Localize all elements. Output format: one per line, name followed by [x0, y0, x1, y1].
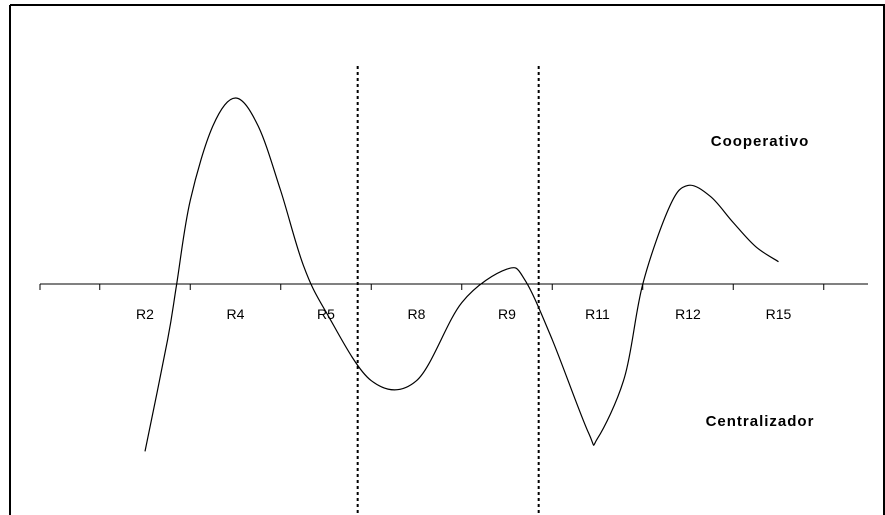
x-tick-label-r12: R12	[675, 306, 701, 322]
x-tick-label-r2: R2	[136, 306, 154, 322]
series-line-1	[144, 97, 779, 452]
x-tick-label-r5: R5	[317, 306, 335, 322]
x-tick-label-r11: R11	[585, 306, 610, 322]
annotation-upper: Cooperativo	[711, 133, 810, 150]
x-tick-label-r15: R15	[766, 306, 792, 322]
x-tick-label-r8: R8	[408, 306, 426, 322]
annotation-lower: Centralizador	[706, 413, 815, 430]
x-tick-label-r9: R9	[498, 306, 516, 322]
x-tick-label-r4: R4	[227, 306, 245, 322]
